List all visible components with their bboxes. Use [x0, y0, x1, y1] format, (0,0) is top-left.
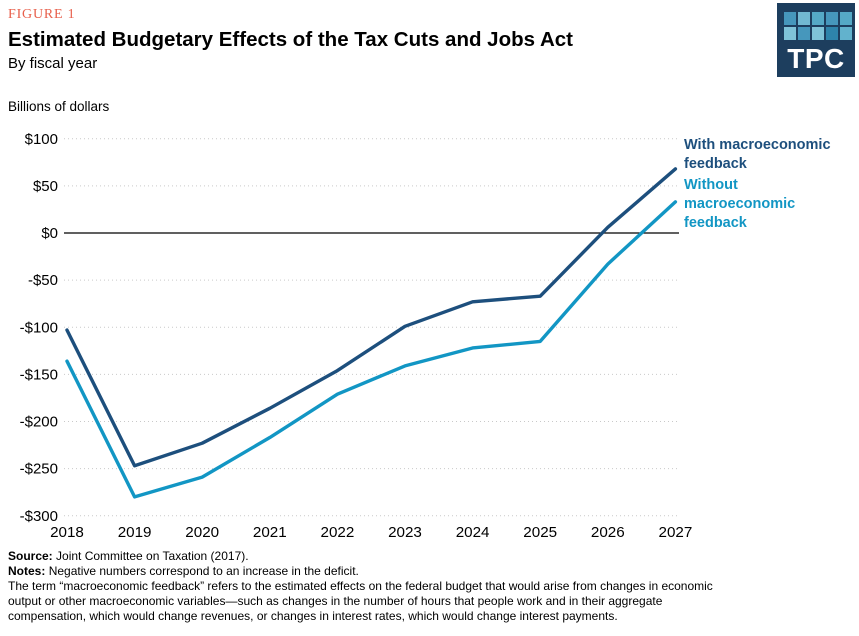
source-label: Source: [8, 549, 53, 563]
tpc-logo: TPC [777, 3, 855, 77]
y-tick-label: $100 [25, 131, 58, 148]
legend-line: macroeconomic [684, 196, 796, 212]
source-text: Joint Committee on Taxation (2017). [56, 549, 249, 563]
x-tick-label: 2019 [118, 524, 152, 541]
notes-label: Notes: [8, 564, 46, 578]
logo-square [798, 12, 810, 25]
logo-square [812, 27, 824, 40]
x-tick-label: 2027 [659, 524, 693, 541]
legend-entry: With macroeconomic feedback [684, 136, 831, 174]
legend-line: feedback [684, 215, 747, 231]
y-tick-label: -$250 [20, 461, 58, 478]
y-tick-label: -$50 [28, 272, 58, 289]
series-line-with-macroeconomic-feedback [65, 167, 678, 468]
logo-square [812, 12, 824, 25]
source-line: Source: Joint Committee on Taxation (201… [8, 549, 853, 564]
logo-square [840, 12, 852, 25]
x-tick-label: 2021 [253, 524, 287, 541]
logo-square [798, 27, 810, 40]
notes-text-line: compensation, which would change revenue… [8, 609, 618, 623]
x-tick-label: 2020 [185, 524, 219, 541]
legend-entry: Without macroeconomic feedback [684, 176, 795, 233]
logo-square [840, 27, 852, 40]
figure-label: FIGURE 1 [8, 7, 76, 22]
logo-text: TPC [787, 43, 845, 74]
page-subtitle: By fiscal year [8, 55, 98, 72]
x-tick-label: 2026 [591, 524, 625, 541]
page-title: Estimated Budgetary Effects of the Tax C… [8, 28, 573, 51]
y-tick-label: -$100 [20, 319, 58, 336]
x-tick-label: 2024 [456, 524, 490, 541]
x-tick-label: 2018 [50, 524, 84, 541]
y-tick-label: -$150 [20, 366, 58, 383]
logo-squares-grid [784, 12, 855, 40]
logo-square [826, 27, 838, 40]
y-tick-label: $50 [33, 178, 58, 195]
notes-extra-lines: The term “macroeconomic feedback” refers… [8, 579, 853, 624]
logo-square [826, 12, 838, 25]
footer-notes: Source: Joint Committee on Taxation (201… [8, 549, 853, 624]
legend-line: feedback [684, 156, 747, 172]
notes-line: Notes: Negative numbers correspond to an… [8, 564, 853, 579]
notes-text-line: output or other macroeconomic variables—… [8, 594, 663, 608]
notes-text-line: The term “macroeconomic feedback” refers… [8, 579, 713, 593]
y-tick-label: -$200 [20, 414, 58, 431]
notes-text: Negative numbers correspond to an increa… [48, 564, 359, 578]
logo-square [784, 27, 796, 40]
logo-square [784, 12, 796, 25]
y-tick-label: -$300 [20, 508, 58, 525]
x-tick-label: 2022 [321, 524, 355, 541]
y-tick-label: $0 [41, 225, 58, 242]
legend-line: Without [684, 177, 738, 193]
series-line-without-macroeconomic-feedback [65, 200, 678, 499]
x-tick-label: 2025 [523, 524, 557, 541]
y-axis-units-label: Billions of dollars [8, 99, 110, 114]
x-tick-label: 2023 [388, 524, 422, 541]
legend-line: With macroeconomic [684, 137, 831, 153]
